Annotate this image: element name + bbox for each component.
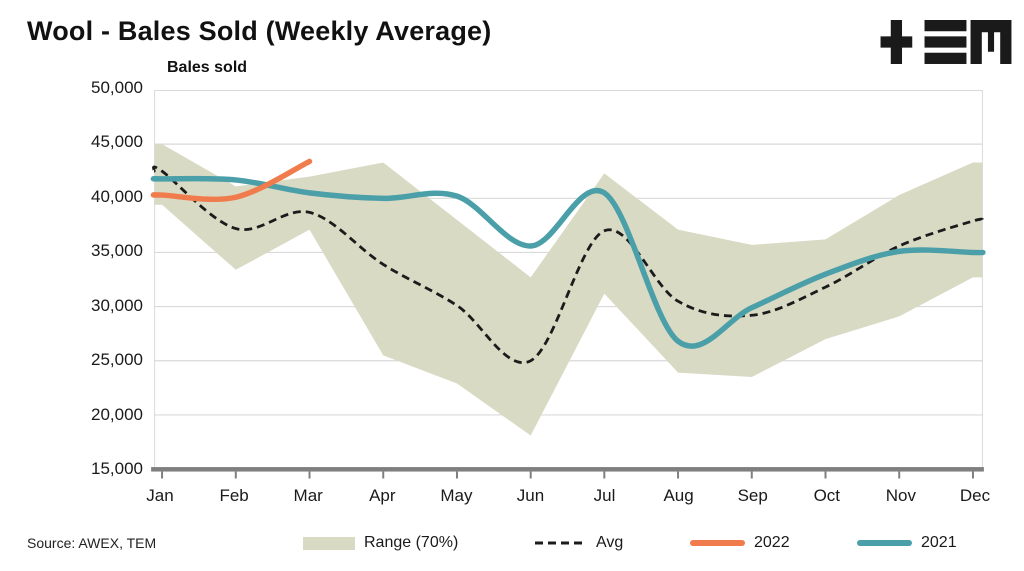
legend-label-avg: Avg [596, 534, 624, 551]
x-axis-line [151, 467, 984, 472]
x-tick-label: Sep [737, 486, 768, 505]
line-2022 [150, 158, 313, 202]
line-2021-swatch-icon [857, 540, 912, 546]
x-tick-label: Feb [219, 486, 249, 505]
x-tick-label: Apr [369, 486, 396, 505]
tem-logo-icon [880, 20, 1012, 64]
range-swatch-icon [303, 536, 355, 550]
triple-bar-icon-2 [924, 36, 967, 48]
x-tick-label: May [440, 486, 473, 505]
y-tick-label: 35,000 [91, 241, 143, 261]
legend-item-range: Range (70%) [303, 533, 458, 553]
x-tick-label: Jun [516, 486, 545, 505]
triple-bar-icon-1 [924, 20, 967, 32]
y-tick-label: 40,000 [91, 186, 143, 206]
source-note: Source: AWEX, TEM [27, 535, 157, 551]
y-tick-label: 50,000 [91, 78, 143, 97]
y-tick-label: 15,000 [91, 459, 143, 478]
plus-icon [880, 20, 913, 64]
y-tick-label: 20,000 [91, 404, 143, 424]
y-tick-label: 30,000 [91, 295, 143, 315]
triple-bar-icon-3 [924, 52, 967, 64]
x-tick-label: Dec [959, 486, 991, 505]
legend-item-2021: 2021 [857, 533, 957, 553]
legend-label-2022: 2022 [754, 534, 790, 551]
x-tick-label: Aug [663, 486, 694, 505]
x-tick-label: Nov [885, 486, 916, 505]
y-tick-label: 25,000 [91, 350, 143, 370]
avg-dash-swatch-icon [535, 540, 587, 546]
chart-title: Wool - Bales Sold (Weekly Average) [27, 16, 492, 46]
legend-label-2021: 2021 [921, 534, 957, 551]
tem-logo [880, 20, 1012, 65]
m-glyph-icon [970, 20, 1012, 64]
legend-label-range: Range (70%) [364, 534, 459, 551]
y-tick-label: 45,000 [91, 132, 143, 152]
plot-svg [150, 89, 986, 479]
legend-item-2022: 2022 [690, 533, 790, 553]
y-axis-title: Bales sold [167, 59, 248, 76]
line-2022-swatch-icon [690, 540, 745, 546]
x-tick-label: Jan [146, 486, 174, 505]
x-tick-label: Mar [293, 486, 323, 505]
x-tick-label: Jul [593, 486, 616, 505]
x-tick-label: Oct [813, 486, 841, 505]
legend-item-avg: Avg [535, 533, 623, 553]
avg-line [152, 165, 985, 364]
